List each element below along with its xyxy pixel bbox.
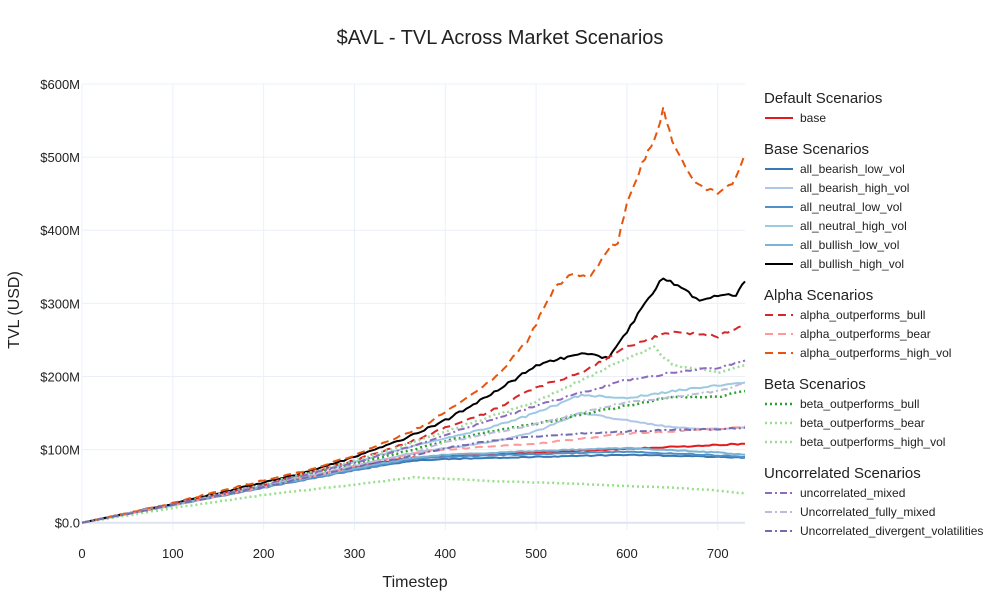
x-tick-label: 700 [707,546,729,561]
x-tick-label: 100 [162,546,184,561]
series-line-alpha_outperforms_bull [81,322,746,524]
legend-item-label: all_bullish_low_vol [800,238,899,252]
series-line-alpha_outperforms_high_vol [81,106,746,524]
legend-group-title: Alpha Scenarios [764,287,873,304]
legend-item-label: Uncorrelated_divergent_volatilities [800,524,983,538]
series-line-all_bullish_low_vol [81,446,746,524]
legend-item-label: all_neutral_high_vol [800,219,907,233]
legend-group-title: Beta Scenarios [764,376,866,393]
legend-group-title: Uncorrelated Scenarios [764,465,921,482]
y-tick-label: $600M [40,77,80,92]
series-lines [81,106,746,524]
legend-item-label: uncorrelated_mixed [800,486,905,500]
legend-item-label: all_bearish_high_vol [800,181,909,195]
y-tick-label: $200M [40,369,80,384]
legend-group-title: Default Scenarios [764,90,882,107]
y-tick-label: $500M [40,150,80,165]
legend-item-label: beta_outperforms_high_vol [800,435,945,449]
legend: Default Scenarios base Base Scenarios all_b… [764,90,983,538]
legend-item-label: beta_outperforms_bear [800,416,925,430]
x-tick-label: 600 [616,546,638,561]
legend-item-label: all_bearish_low_vol [800,162,905,176]
legend-group-title: Base Scenarios [764,141,869,158]
legend-item-label: alpha_outperforms_high_vol [800,346,951,360]
legend-item-label: Uncorrelated_fully_mixed [800,505,935,519]
y-tick-label: $0.0 [55,516,80,531]
y-tick-label: $100M [40,443,80,458]
legend-item-label: all_neutral_low_vol [800,200,902,214]
x-tick-label: 400 [434,546,456,561]
y-tick-label: $300M [40,296,80,311]
x-tick-label: 0 [78,546,85,561]
axes: 0 100 200 300 400 500 600 700 $0.0 $100M $200M $300… [40,77,728,561]
x-axis-title: Timestep [382,574,447,591]
y-axis-title: TVL (USD) [6,271,23,349]
legend-item-label: all_bullish_high_vol [800,257,904,271]
chart-title: $AVL - TVL Across Market Scenarios [337,27,664,49]
legend-item-label: alpha_outperforms_bear [800,327,931,341]
x-tick-label: 200 [253,546,275,561]
legend-item-label: beta_outperforms_bull [800,397,919,411]
y-tick-label: $400M [40,223,80,238]
series-line-beta_outperforms_bear [81,475,746,524]
legend-item-label: base [800,111,826,125]
x-tick-label: 300 [344,546,366,561]
x-tick-label: 500 [525,546,547,561]
legend-item-label: alpha_outperforms_bull [800,308,925,322]
series-line-Uncorrelated_divergent_volatilities [81,426,746,524]
